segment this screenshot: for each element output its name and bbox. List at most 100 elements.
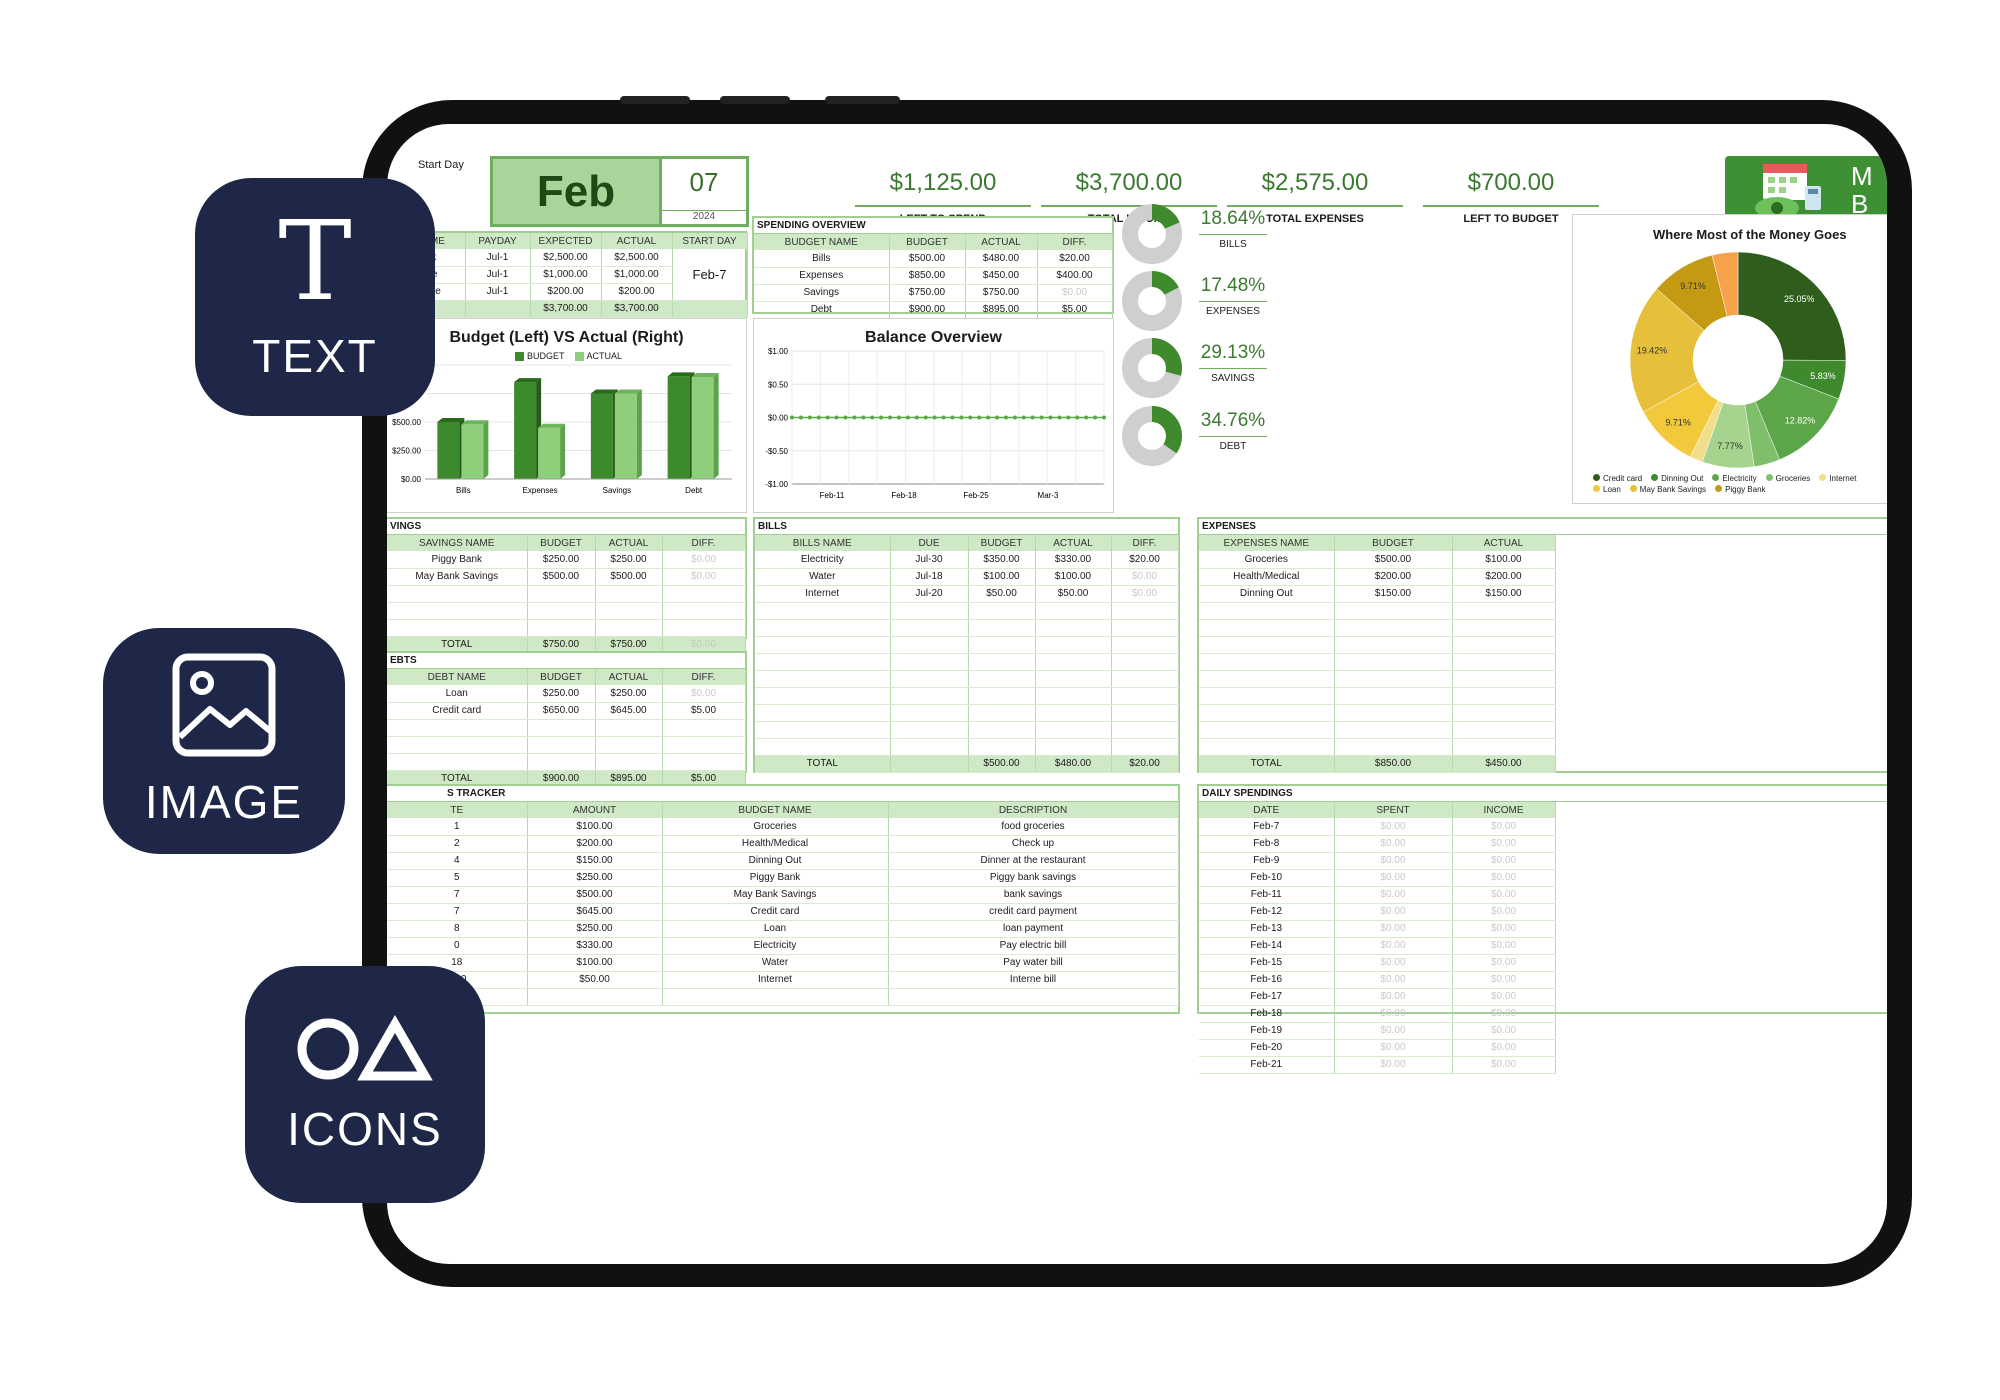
table-cell[interactable] [662,719,746,737]
table-cell[interactable] [1199,687,1335,705]
table-cell[interactable]: Water [662,954,889,972]
table-cell[interactable] [755,738,891,756]
table-cell[interactable]: Credit card [387,702,528,720]
table-cell[interactable]: $0.00 [1452,920,1556,938]
table-cell[interactable]: bank savings [888,886,1179,904]
table-cell[interactable]: Feb-20 [1199,1039,1335,1057]
table-cell[interactable]: $0.00 [1037,284,1113,302]
table-cell[interactable]: Credit card [662,903,889,921]
table-cell[interactable]: $350.00 [968,551,1036,569]
table-cell[interactable]: Internet [662,971,889,989]
table-cell[interactable]: $400.00 [1037,267,1113,285]
table-cell[interactable] [1334,738,1453,756]
table-cell[interactable] [662,988,889,1006]
table-cell[interactable] [1111,721,1179,739]
table-cell[interactable]: 8 [387,920,528,938]
table-cell[interactable] [1111,619,1179,637]
table-cell[interactable]: 0 [387,937,528,955]
table-cell[interactable]: 2 [387,835,528,853]
icons-badge[interactable]: ICONS [245,966,485,1203]
table-cell[interactable]: $0.00 [1452,903,1556,921]
table-cell[interactable] [1035,619,1112,637]
table-cell[interactable]: $0.00 [1334,1056,1453,1074]
table-cell[interactable]: $0.00 [1111,568,1179,586]
table-cell[interactable] [968,721,1036,739]
table-cell[interactable] [890,755,969,773]
table-cell[interactable]: $0.00 [1452,852,1556,870]
table-cell[interactable]: $0.00 [1334,835,1453,853]
table-cell[interactable]: $480.00 [965,250,1038,268]
table-cell[interactable]: $850.00 [1334,755,1453,773]
table-cell[interactable]: $0.00 [1334,818,1453,836]
table-cell[interactable] [387,585,528,603]
table-cell[interactable]: $500.00 [527,886,663,904]
table-cell[interactable]: $500.00 [527,568,596,586]
table-cell[interactable]: $500.00 [968,755,1036,773]
table-cell[interactable]: 1 [387,818,528,836]
table-cell[interactable] [755,636,891,654]
table-cell[interactable]: $200.00 [530,283,602,301]
table-cell[interactable]: Electricity [662,937,889,955]
table-cell[interactable]: $0.00 [662,636,746,654]
table-cell[interactable] [527,753,596,771]
table-cell[interactable]: $250.00 [527,685,596,703]
table-cell[interactable] [387,753,528,771]
table-cell[interactable] [968,670,1036,688]
table-cell[interactable] [1035,636,1112,654]
table-cell[interactable]: $5.00 [662,702,746,720]
table-cell[interactable] [1452,653,1556,671]
table-cell[interactable]: $500.00 [1334,551,1453,569]
table-cell[interactable]: $0.00 [1334,852,1453,870]
table-cell[interactable] [595,602,663,620]
table-cell[interactable]: Jul-18 [890,568,969,586]
table-cell[interactable] [662,736,746,754]
table-cell[interactable]: $100.00 [527,818,663,836]
table-cell[interactable]: $0.00 [1452,1005,1556,1023]
table-cell[interactable] [662,585,746,603]
table-cell[interactable] [1334,602,1453,620]
table-cell[interactable]: Feb-21 [1199,1056,1335,1074]
table-cell[interactable] [1199,738,1335,756]
table-cell[interactable]: loan payment [888,920,1179,938]
month-display[interactable]: Feb [490,156,662,227]
table-cell[interactable] [527,719,596,737]
table-cell[interactable] [1452,670,1556,688]
table-cell[interactable] [595,753,663,771]
table-cell[interactable]: Jul-1 [465,283,531,301]
text-badge[interactable]: T TEXT [195,178,435,416]
table-cell[interactable] [1111,704,1179,722]
table-cell[interactable]: $0.00 [1334,920,1453,938]
table-cell[interactable]: 4 [387,852,528,870]
table-cell[interactable] [527,619,596,637]
table-cell[interactable]: $0.00 [1111,585,1179,603]
table-cell[interactable] [890,704,969,722]
table-cell[interactable] [1452,721,1556,739]
table-cell[interactable]: $850.00 [889,267,966,285]
table-cell[interactable]: $645.00 [527,903,663,921]
table-cell[interactable] [890,653,969,671]
table-cell[interactable] [755,602,891,620]
table-cell[interactable] [595,719,663,737]
image-badge[interactable]: IMAGE [103,628,345,854]
table-cell[interactable]: Jul-20 [890,585,969,603]
table-cell[interactable] [1452,738,1556,756]
table-cell[interactable] [755,670,891,688]
table-cell[interactable]: Feb-11 [1199,886,1335,904]
table-cell[interactable]: $5.00 [662,770,746,788]
table-cell[interactable]: $200.00 [527,835,663,853]
table-cell[interactable]: $250.00 [527,920,663,938]
table-cell[interactable]: Feb-19 [1199,1022,1335,1040]
table-cell[interactable]: $150.00 [1334,585,1453,603]
table-cell[interactable] [662,602,746,620]
table-cell[interactable] [527,988,663,1006]
table-cell[interactable]: Piggy bank savings [888,869,1179,887]
table-cell[interactable]: $3,700.00 [601,300,673,318]
table-cell[interactable] [968,687,1036,705]
table-cell[interactable]: $750.00 [527,636,596,654]
table-cell[interactable]: $895.00 [595,770,663,788]
table-cell[interactable] [1199,653,1335,671]
table-cell[interactable] [890,721,969,739]
table-cell[interactable]: $20.00 [1111,551,1179,569]
table-cell[interactable] [1111,653,1179,671]
table-cell[interactable]: $250.00 [595,685,663,703]
